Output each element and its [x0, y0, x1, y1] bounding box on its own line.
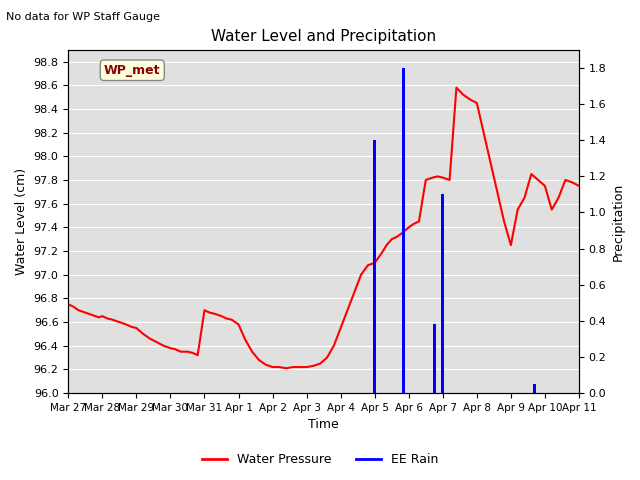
Bar: [403, 68, 405, 393]
Bar: [533, 384, 536, 393]
Bar: [433, 324, 436, 393]
Legend: Water Pressure, EE Rain: Water Pressure, EE Rain: [196, 448, 444, 471]
Text: WP_met: WP_met: [104, 64, 161, 77]
X-axis label: Time: Time: [308, 419, 339, 432]
Y-axis label: Water Level (cm): Water Level (cm): [15, 168, 28, 275]
Title: Water Level and Precipitation: Water Level and Precipitation: [211, 29, 436, 44]
Bar: [373, 140, 376, 393]
Text: No data for WP Staff Gauge: No data for WP Staff Gauge: [6, 12, 161, 22]
Bar: [442, 194, 444, 393]
Y-axis label: Precipitation: Precipitation: [612, 182, 625, 261]
